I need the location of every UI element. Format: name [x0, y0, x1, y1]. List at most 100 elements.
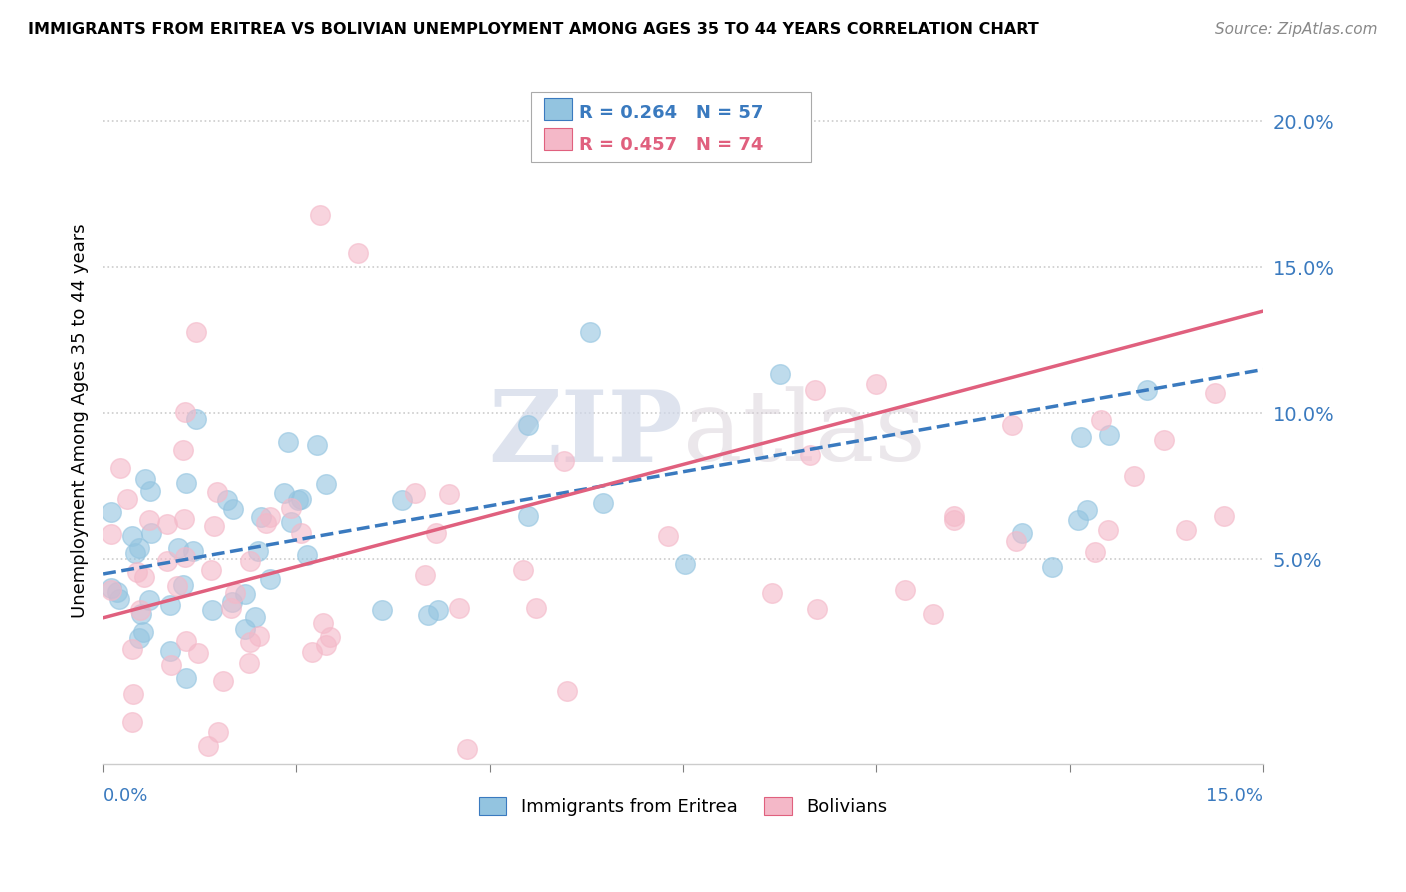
Point	[107, 591, 129, 606]
Point	[290, 525, 312, 540]
Point	[121, 715, 143, 730]
Text: R = 0.264   N = 57: R = 0.264 N = 57	[579, 104, 763, 122]
Point	[224, 586, 246, 600]
Point	[404, 485, 426, 500]
Point	[173, 549, 195, 564]
Point	[105, 585, 128, 599]
Point	[221, 595, 243, 609]
Point	[138, 592, 160, 607]
Point	[174, 475, 197, 490]
Point	[254, 516, 277, 530]
Point	[139, 526, 162, 541]
Point	[865, 377, 887, 392]
Point	[301, 645, 323, 659]
Point	[121, 686, 143, 700]
Point	[172, 578, 194, 592]
Point	[416, 607, 439, 622]
Point	[172, 442, 194, 457]
Point	[215, 492, 238, 507]
Point	[205, 485, 228, 500]
Text: Source: ZipAtlas.com: Source: ZipAtlas.com	[1215, 22, 1378, 37]
Point	[184, 412, 207, 426]
Point	[202, 519, 225, 533]
Point	[1090, 413, 1112, 427]
Point	[121, 529, 143, 543]
Point	[250, 510, 273, 524]
Text: R = 0.457   N = 74: R = 0.457 N = 74	[579, 136, 763, 154]
Point	[100, 527, 122, 541]
Point	[181, 544, 204, 558]
Point	[675, 557, 697, 571]
Text: ZIP: ZIP	[488, 386, 683, 483]
Point	[128, 631, 150, 645]
Text: 0.0%: 0.0%	[103, 788, 149, 805]
Point	[579, 325, 602, 339]
Point	[657, 529, 679, 543]
Point	[239, 554, 262, 568]
Point	[943, 514, 966, 528]
Point	[592, 496, 614, 510]
Point	[212, 673, 235, 688]
Point	[259, 510, 281, 524]
Point	[139, 483, 162, 498]
Point	[207, 725, 229, 739]
Point	[311, 615, 333, 630]
Point	[247, 629, 270, 643]
Point	[1084, 545, 1107, 559]
Point	[280, 500, 302, 515]
Point	[391, 493, 413, 508]
Point	[1153, 433, 1175, 447]
Point	[155, 516, 177, 531]
Point	[1123, 469, 1146, 483]
Point	[138, 513, 160, 527]
Point	[315, 477, 337, 491]
Point	[239, 635, 262, 649]
Point	[1066, 512, 1088, 526]
Point	[128, 541, 150, 555]
Point	[1098, 427, 1121, 442]
Point	[1040, 560, 1063, 574]
Point	[159, 599, 181, 613]
Point	[517, 418, 540, 433]
Point	[922, 607, 945, 621]
Point	[124, 546, 146, 560]
Point	[315, 638, 337, 652]
Point	[305, 438, 328, 452]
Point	[129, 607, 152, 621]
Point	[894, 583, 917, 598]
Point	[1213, 508, 1236, 523]
Point	[319, 630, 342, 644]
Point	[222, 502, 245, 516]
Point	[1001, 417, 1024, 432]
Point	[238, 656, 260, 670]
Point	[287, 492, 309, 507]
Point	[159, 644, 181, 658]
Y-axis label: Unemployment Among Ages 35 to 44 years: Unemployment Among Ages 35 to 44 years	[72, 223, 89, 618]
Point	[553, 454, 575, 468]
Point	[1005, 533, 1028, 548]
Point	[273, 486, 295, 500]
Point	[100, 505, 122, 519]
Text: IMMIGRANTS FROM ERITREA VS BOLIVIAN UNEMPLOYMENT AMONG AGES 35 TO 44 YEARS CORRE: IMMIGRANTS FROM ERITREA VS BOLIVIAN UNEM…	[28, 22, 1039, 37]
Point	[799, 448, 821, 462]
Point	[517, 509, 540, 524]
Point	[173, 511, 195, 525]
Point	[259, 572, 281, 586]
Point	[233, 622, 256, 636]
Point	[1174, 523, 1197, 537]
Point	[156, 554, 179, 568]
Point	[1070, 430, 1092, 444]
Point	[100, 583, 122, 598]
Point	[803, 383, 825, 397]
Point	[1011, 526, 1033, 541]
Legend: Immigrants from Eritrea, Bolivians: Immigrants from Eritrea, Bolivians	[472, 789, 894, 823]
Point	[174, 634, 197, 648]
Point	[1097, 523, 1119, 537]
Point	[371, 602, 394, 616]
Point	[121, 642, 143, 657]
Point	[1076, 503, 1098, 517]
Point	[201, 603, 224, 617]
Point	[132, 570, 155, 584]
Point	[290, 492, 312, 507]
Text: 15.0%: 15.0%	[1206, 788, 1263, 805]
